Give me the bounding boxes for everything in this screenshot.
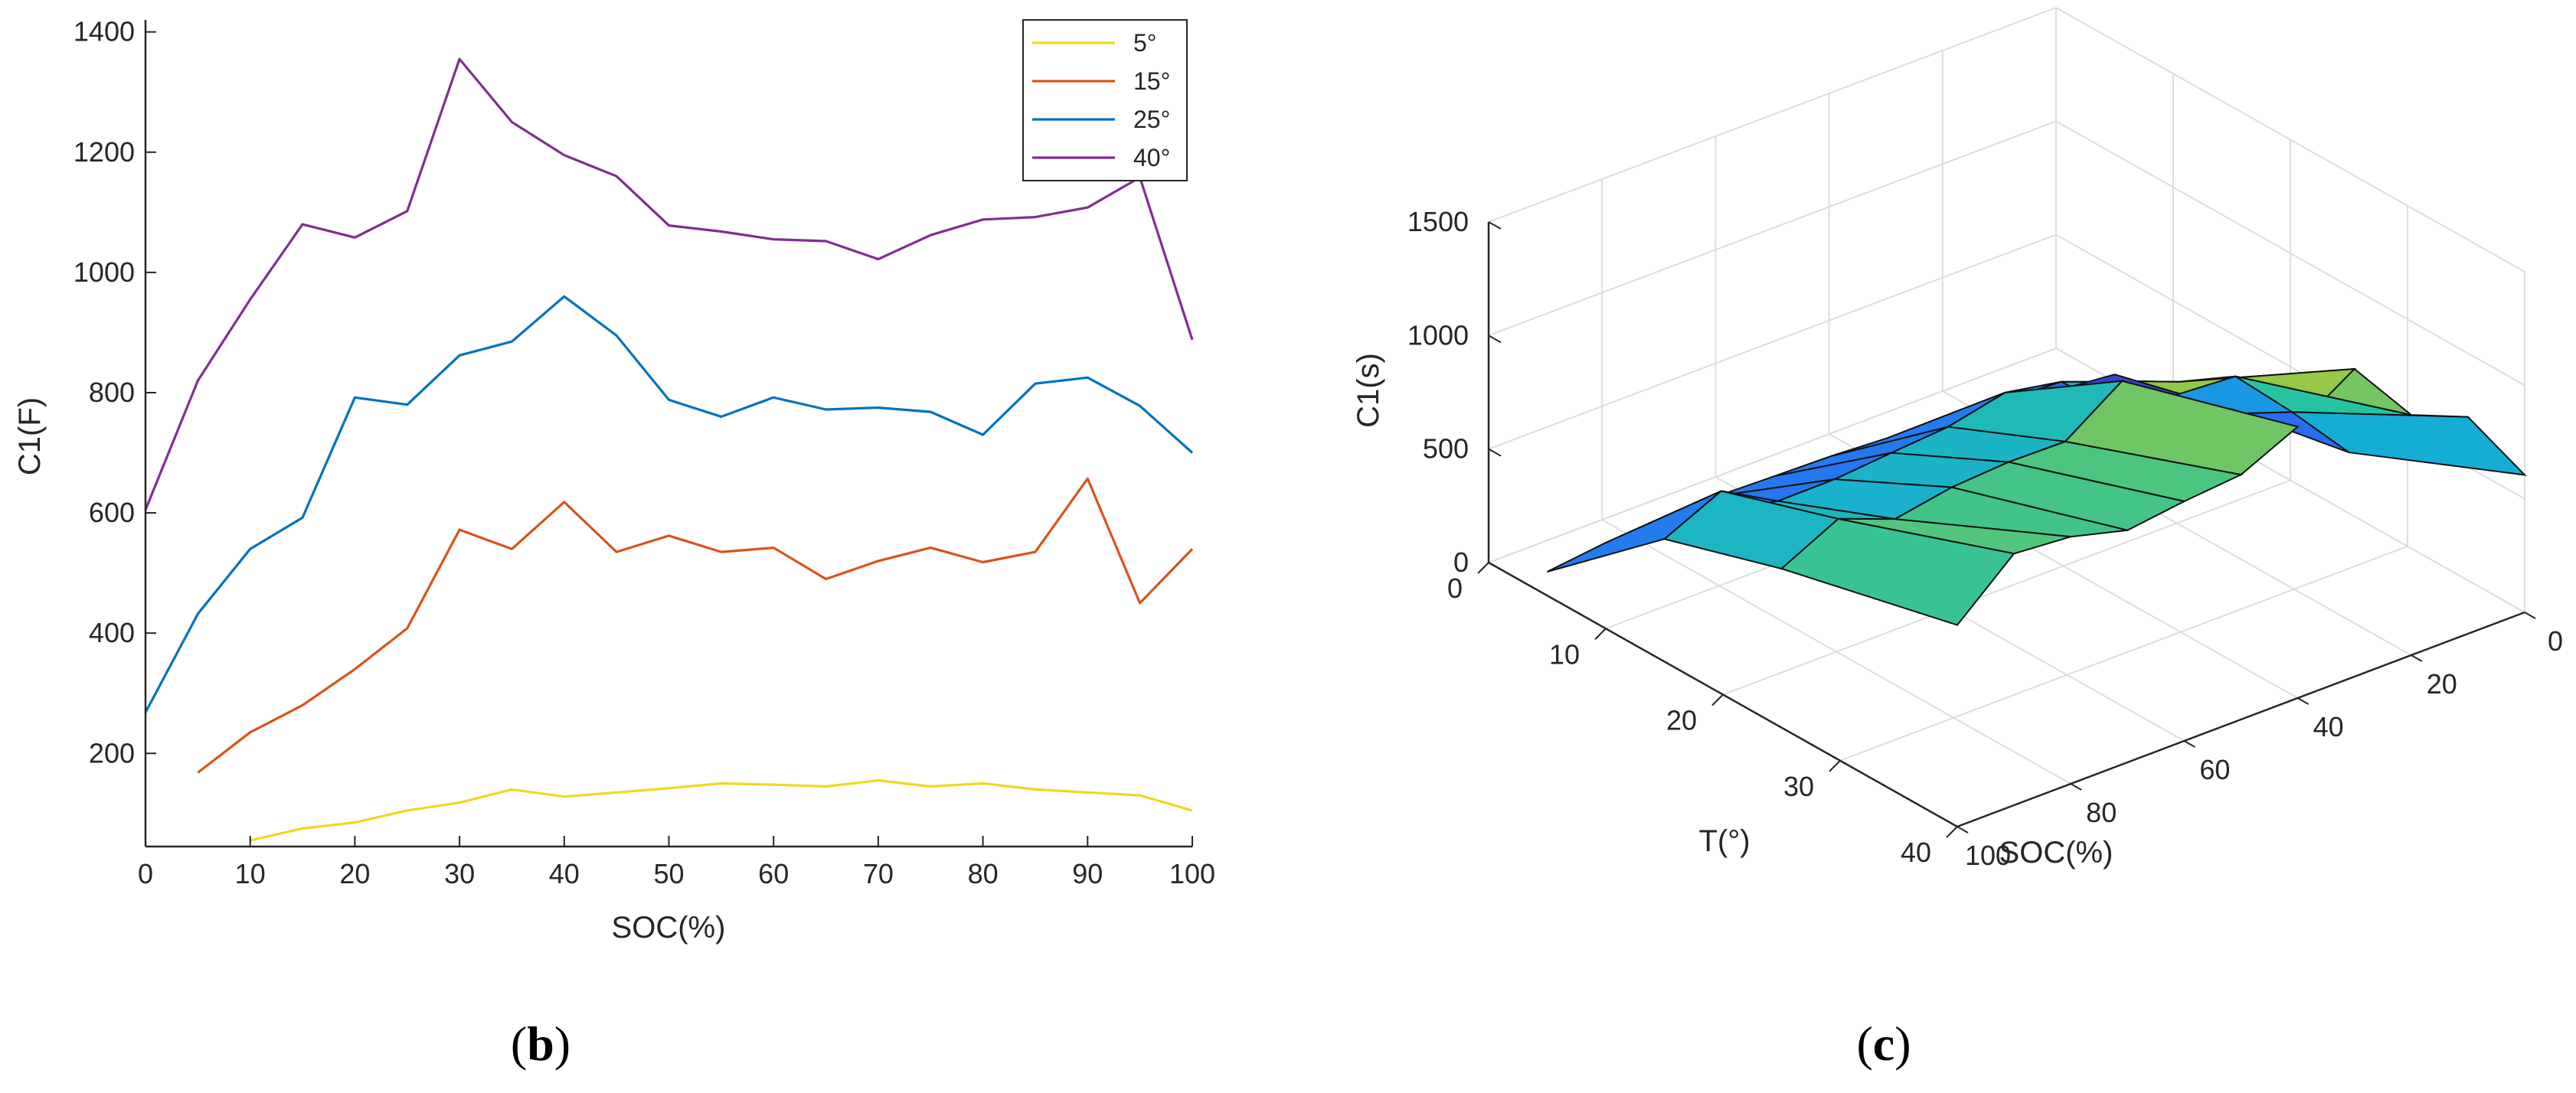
y-tick-label: 400	[89, 617, 135, 648]
z-tick-label: 1000	[1407, 319, 1469, 351]
x-tick-label: 0	[138, 858, 153, 889]
z-tick-mark	[1488, 221, 1502, 230]
soc-tick-mark	[2070, 783, 2082, 791]
surface-patch	[1547, 490, 1722, 573]
t-axis-label: T(°)	[1698, 824, 1750, 858]
legend: 5° 15° 25° 40°	[1022, 19, 1188, 181]
panel-label-b: (b)	[511, 1016, 570, 1071]
grid-line	[1488, 233, 2057, 450]
x-tick-label: 20	[339, 858, 370, 889]
y-tick-label: 1400	[74, 16, 135, 47]
z-tick-mark	[1488, 562, 1502, 570]
z-tick-label: 1500	[1407, 206, 1469, 237]
y-tick-label: 1200	[74, 136, 135, 168]
grid-line	[1488, 7, 2057, 223]
z-axis-label: C1(s)	[1352, 353, 1385, 428]
t-tick-mark	[1594, 628, 1607, 640]
t-tick-label: 20	[1666, 705, 1697, 736]
x-tick-label: 100	[1169, 858, 1215, 889]
x-tick-label: 70	[863, 858, 894, 889]
x-tick-label: 40	[549, 858, 580, 889]
y-axis-label: C1(F)	[13, 397, 47, 475]
surface-patch	[1780, 517, 2015, 626]
soc-tick-label: 0	[2548, 625, 2563, 657]
grid-line	[2055, 7, 2525, 272]
t-tick-label: 40	[1901, 837, 1931, 868]
x-tick-label: 10	[235, 858, 266, 889]
soc-tick-mark	[2297, 697, 2310, 705]
t-tick-label: 10	[1549, 638, 1580, 670]
legend-label: 15°	[1133, 67, 1170, 95]
y-tick-label: 200	[89, 737, 135, 768]
legend-label: 25°	[1133, 106, 1170, 133]
grid-line	[1722, 479, 2291, 696]
soc-tick-mark	[2524, 612, 2536, 619]
x-axis-label: SOC(%)	[612, 911, 726, 945]
soc-tick-mark	[1957, 826, 1969, 834]
z-tick-label: 0	[1453, 546, 1469, 578]
y-tick-label: 1000	[74, 256, 135, 288]
grid-line	[1488, 120, 2057, 337]
legend-label: 40°	[1133, 144, 1170, 171]
soc-tick-label: 60	[2199, 754, 2230, 785]
z-tick-label: 500	[1423, 433, 1469, 465]
series-line-40deg	[144, 57, 1194, 511]
soc-axis-line	[1957, 611, 2525, 828]
series-lines	[144, 57, 1194, 842]
grid-line	[1839, 545, 2408, 762]
x-tick-label: 30	[444, 858, 475, 889]
x-tick-label: 80	[968, 858, 999, 889]
t-tick-label: 30	[1783, 771, 1814, 802]
soc-tick-label: 100	[1965, 840, 2011, 871]
soc-tick-label: 20	[2427, 668, 2457, 700]
soc-tick-label: 40	[2313, 711, 2344, 742]
grid-line	[2055, 120, 2525, 387]
t-tick-mark	[1477, 562, 1489, 574]
x-tick-label: 90	[1072, 858, 1103, 889]
y-tick-label: 800	[89, 377, 135, 408]
series-line-5deg	[250, 778, 1193, 842]
surface-patch	[2290, 411, 2527, 476]
z-tick-mark	[1488, 334, 1502, 344]
soc-tick-mark	[2411, 654, 2423, 662]
series-line-15deg	[197, 477, 1194, 774]
t-tick-mark	[1829, 760, 1841, 772]
t-tick-label: 0	[1447, 573, 1463, 604]
soc-tick-label: 80	[2086, 797, 2117, 828]
legend-box	[1022, 19, 1188, 181]
t-tick-mark	[1711, 693, 1724, 706]
x-tick-label: 50	[653, 858, 684, 889]
3d-tick-labels: 0 500 1000 1500 0 10 20 30 40 0 20 40 60 80 100	[1407, 206, 2563, 871]
grid-line	[1488, 347, 2057, 563]
tick-labels: 0 10 20 30 40 50 60 70 80 90 100 200 400 600 800 1000 12…	[74, 16, 1215, 889]
series-line-25deg	[144, 295, 1194, 713]
axes-box	[144, 20, 1193, 848]
legend-label: 5°	[1133, 29, 1157, 57]
line-chart-b: 0 10 20 30 40 50 60 70 80 90 100 200 400 600 800 1000 12…	[13, 16, 1215, 1071]
soc-tick-mark	[2183, 740, 2195, 748]
3d-axes-box	[1477, 7, 2536, 838]
panel-label-c: (c)	[1856, 1016, 1911, 1071]
z-tick-mark	[1488, 448, 1502, 457]
x-tick-label: 60	[758, 858, 789, 889]
y-tick-label: 600	[89, 497, 135, 528]
soc-axis-label-3d: SOC(%)	[1999, 836, 2113, 870]
t-tick-mark	[1946, 826, 1958, 838]
surface-mesh	[1547, 367, 2527, 626]
